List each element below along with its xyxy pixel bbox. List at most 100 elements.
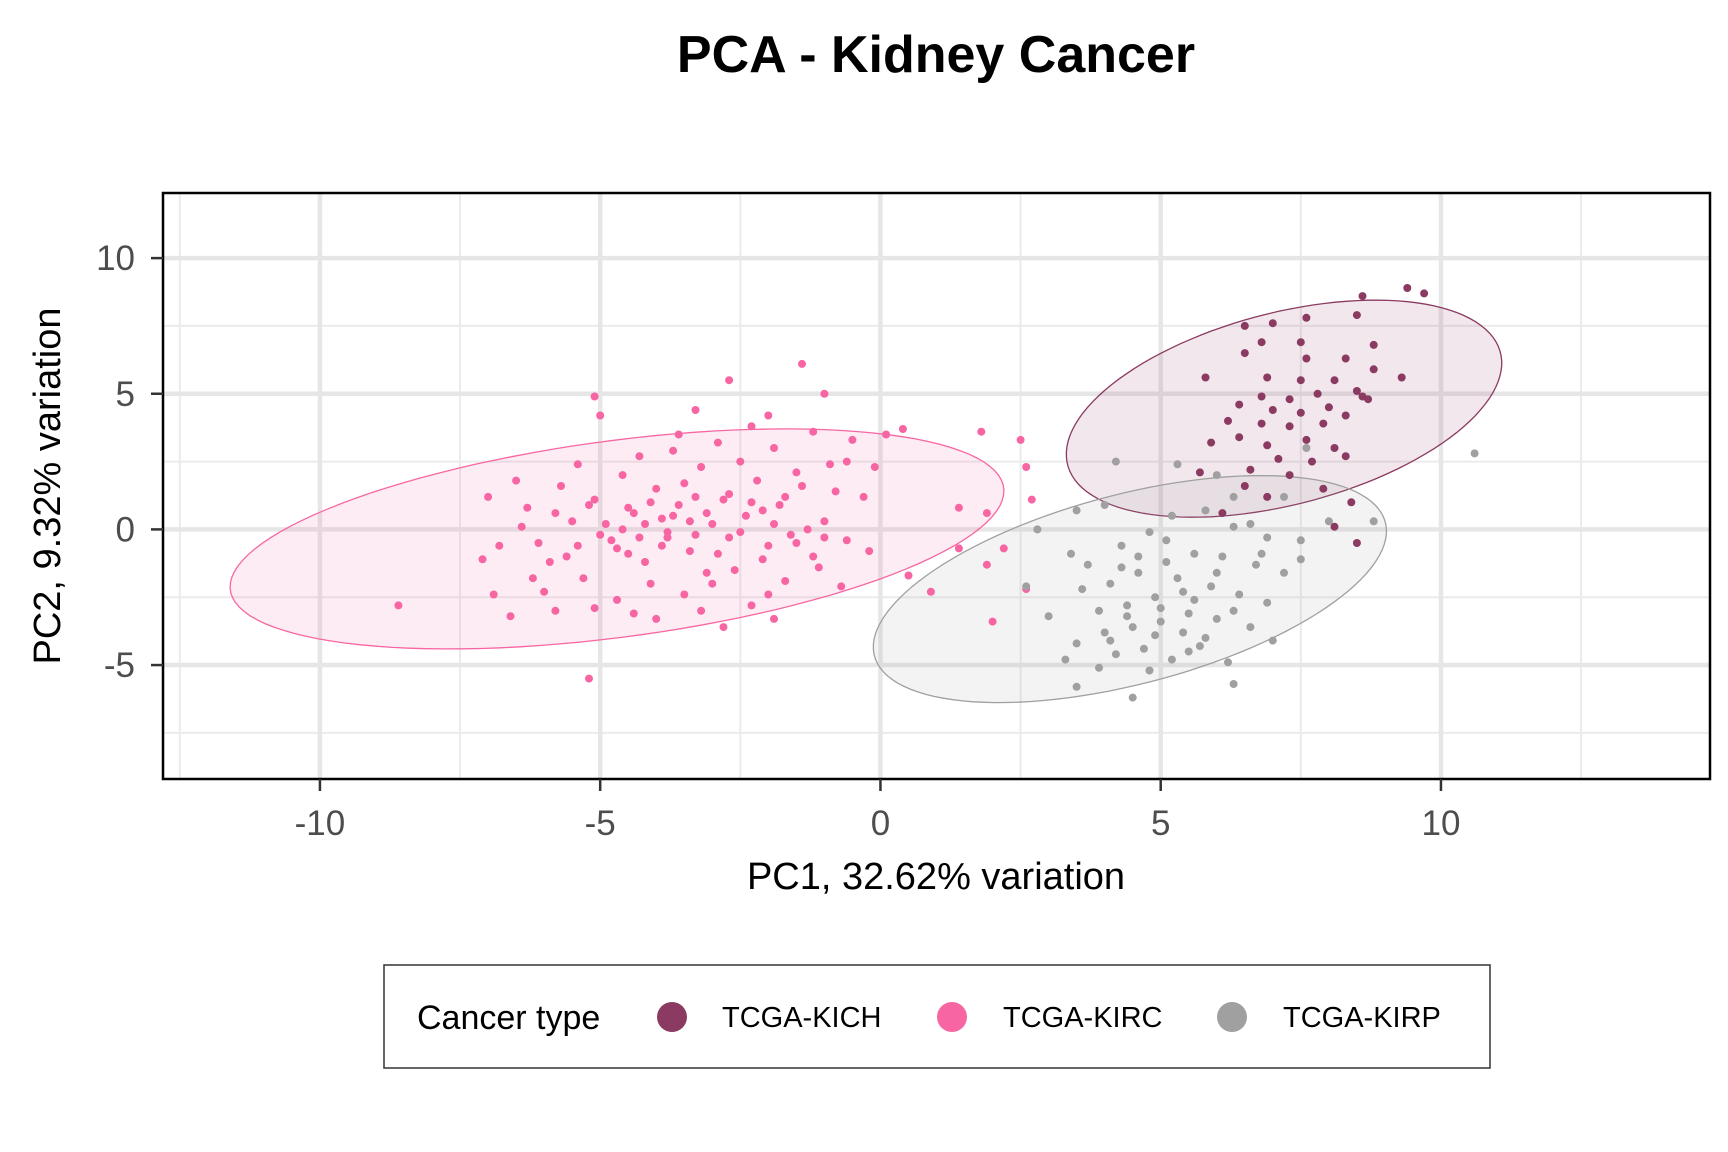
data-point (1229, 492, 1238, 501)
data-point (786, 530, 795, 539)
y-tick-label: 5 (116, 375, 135, 414)
data-point (1330, 376, 1339, 385)
data-point (781, 577, 790, 585)
data-point (1302, 444, 1311, 452)
data-point (691, 406, 700, 414)
data-point (753, 476, 762, 485)
series-tcga-kirc (394, 359, 1036, 683)
data-point (635, 533, 644, 542)
data-point (657, 514, 666, 523)
data-point (999, 544, 1008, 553)
data-point (1263, 373, 1272, 382)
data-point (697, 606, 706, 615)
x-tick-label: 5 (1151, 804, 1170, 843)
data-point (820, 533, 829, 542)
data-point (814, 563, 823, 572)
data-point (1229, 606, 1238, 615)
data-point (484, 492, 493, 501)
data-point (1179, 628, 1188, 637)
data-point (629, 509, 638, 518)
data-point (1257, 549, 1266, 558)
plot-panel-border (161, 191, 1712, 781)
data-point (1111, 457, 1120, 466)
data-point (1139, 644, 1148, 653)
data-point (904, 571, 913, 580)
data-point (982, 509, 991, 518)
data-point (551, 509, 560, 518)
data-point (758, 555, 767, 564)
data-point (1106, 579, 1115, 588)
data-point (725, 376, 734, 385)
data-point (1022, 582, 1031, 591)
data-point (1224, 658, 1232, 667)
data-point (1470, 449, 1479, 458)
legend-marker-kirc (937, 1002, 967, 1032)
data-point (1364, 395, 1373, 404)
data-point (1190, 549, 1199, 558)
data-point (1128, 623, 1137, 632)
data-point (1229, 680, 1238, 688)
data-point (1296, 555, 1305, 564)
data-point (1195, 468, 1204, 477)
data-point (820, 389, 829, 398)
data-point (568, 517, 577, 526)
data-point (585, 501, 593, 509)
data-point (1296, 376, 1305, 385)
data-point (1100, 501, 1109, 509)
data-point (1341, 411, 1350, 420)
data-point (1369, 365, 1378, 374)
data-point (1420, 289, 1429, 298)
data-point (1235, 590, 1244, 599)
data-point (865, 547, 874, 556)
data-point (646, 579, 655, 588)
y-tick-label: 0 (116, 510, 135, 549)
data-point (585, 674, 593, 683)
data-point (1352, 539, 1361, 547)
data-point (1263, 533, 1272, 542)
data-point (1207, 438, 1216, 447)
data-point (702, 568, 711, 577)
data-point (1123, 601, 1132, 610)
data-point (641, 558, 649, 566)
data-point (1061, 655, 1070, 664)
data-point (1134, 568, 1143, 577)
data-point (1257, 392, 1266, 401)
data-point (1341, 452, 1350, 461)
data-point (1319, 484, 1328, 493)
data-point (781, 492, 790, 501)
data-point (1263, 441, 1272, 450)
data-point (1302, 435, 1311, 444)
data-point (1285, 395, 1294, 404)
data-point (1240, 321, 1249, 330)
data-point (1235, 400, 1244, 409)
data-point (1212, 568, 1221, 577)
data-point (674, 501, 683, 509)
data-point (534, 539, 543, 547)
y-axis-title: PC2, 9.32% variation (27, 308, 69, 665)
data-point (809, 552, 818, 561)
data-point (680, 479, 689, 488)
legend-label-kirp: TCGA-KIRP (1283, 1002, 1441, 1034)
data-point (719, 495, 728, 504)
data-point (1341, 354, 1350, 363)
data-point (1319, 419, 1328, 428)
data-point (394, 601, 403, 610)
data-point (1280, 568, 1288, 577)
data-point (1212, 614, 1221, 623)
data-point (1117, 541, 1126, 550)
data-point (1274, 454, 1283, 463)
data-point (1246, 520, 1255, 528)
data-point (1358, 292, 1367, 301)
data-point (770, 444, 778, 452)
data-point (798, 482, 806, 490)
data-point (1296, 338, 1305, 347)
data-point (1078, 585, 1087, 594)
data-point (730, 566, 739, 575)
data-point (1212, 471, 1221, 480)
data-point (1072, 506, 1081, 515)
legend: Cancer type TCGA-KICH TCGA-KIRC TCGA-KIR… (383, 964, 1491, 1069)
data-point (557, 482, 565, 490)
data-point (607, 536, 616, 545)
data-point (1167, 511, 1176, 520)
